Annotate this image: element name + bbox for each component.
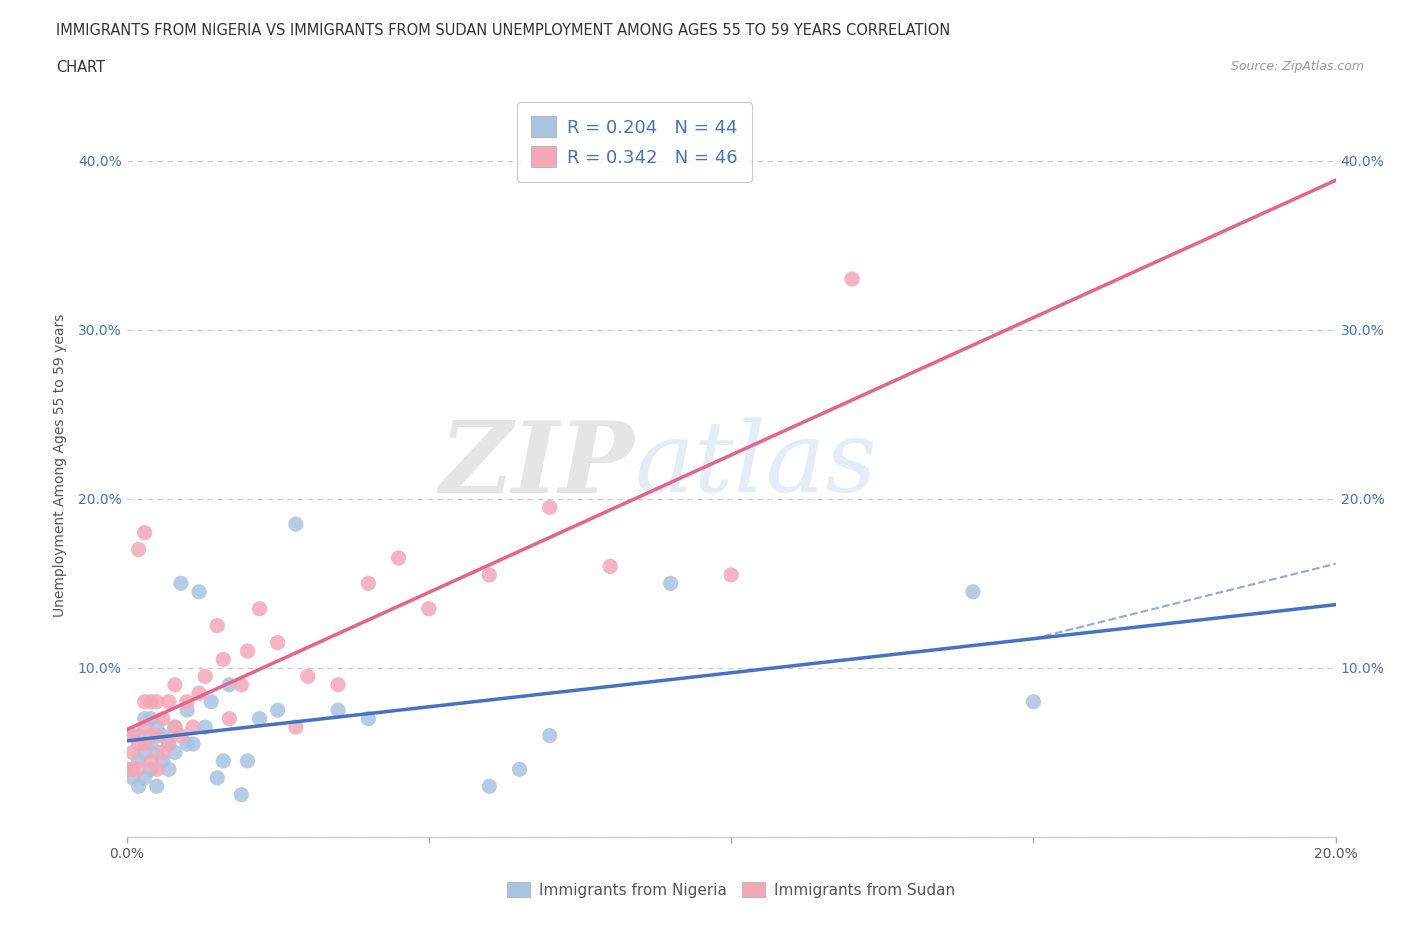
Legend: Immigrants from Nigeria, Immigrants from Sudan: Immigrants from Nigeria, Immigrants from… <box>501 875 962 904</box>
Point <box>134 745 156 760</box>
Point <box>163 720 186 735</box>
Point <box>478 567 501 582</box>
Point <box>134 525 156 540</box>
Point <box>128 762 150 777</box>
Y-axis label: Unemployment Among Ages 55 to 59 years: Unemployment Among Ages 55 to 59 years <box>52 313 66 617</box>
Point <box>267 703 290 718</box>
Point <box>194 720 217 735</box>
Point <box>249 602 271 617</box>
Point <box>205 618 228 633</box>
Point <box>205 770 228 785</box>
Point <box>134 711 156 726</box>
Point <box>128 728 150 743</box>
Point <box>170 576 193 591</box>
Point <box>267 635 290 650</box>
Text: IMMIGRANTS FROM NIGERIA VS IMMIGRANTS FROM SUDAN UNEMPLOYMENT AMONG AGES 55 TO 5: IMMIGRANTS FROM NIGERIA VS IMMIGRANTS FR… <box>56 23 950 38</box>
Point <box>157 737 180 751</box>
Point <box>538 499 561 514</box>
Point <box>962 584 984 599</box>
Point <box>188 685 211 700</box>
Point <box>128 753 150 768</box>
Point <box>128 737 150 751</box>
Point <box>284 720 307 735</box>
Point <box>146 745 169 760</box>
Point <box>231 677 253 692</box>
Point <box>121 728 143 743</box>
Point <box>599 559 621 574</box>
Point <box>236 753 259 768</box>
Point <box>163 745 186 760</box>
Point <box>157 695 180 710</box>
Point <box>170 728 193 743</box>
Point <box>157 762 180 777</box>
Point <box>326 677 350 692</box>
Point <box>212 652 235 667</box>
Point <box>231 788 253 803</box>
Point <box>284 517 307 532</box>
Point <box>146 720 169 735</box>
Point <box>121 745 143 760</box>
Point <box>139 737 162 751</box>
Point <box>121 762 143 777</box>
Point <box>357 711 380 726</box>
Point <box>163 720 186 735</box>
Point <box>128 778 150 793</box>
Point <box>538 728 561 743</box>
Point <box>1022 695 1045 710</box>
Point <box>121 728 143 743</box>
Point <box>115 762 138 777</box>
Text: Source: ZipAtlas.com: Source: ZipAtlas.com <box>1230 60 1364 73</box>
Point <box>152 753 174 768</box>
Point <box>139 762 162 777</box>
Text: atlas: atlas <box>634 418 877 512</box>
Point <box>720 567 742 582</box>
Point <box>509 762 531 777</box>
Point <box>218 677 240 692</box>
Point <box>659 576 682 591</box>
Point <box>218 711 240 726</box>
Point <box>357 576 380 591</box>
Point <box>200 695 222 710</box>
Point <box>212 753 235 768</box>
Point <box>163 677 186 692</box>
Point <box>176 737 198 751</box>
Point <box>121 770 143 785</box>
Point <box>134 695 156 710</box>
Text: CHART: CHART <box>56 60 105 75</box>
Point <box>128 542 150 557</box>
Text: ZIP: ZIP <box>440 417 634 513</box>
Point <box>176 695 198 710</box>
Point <box>139 711 162 726</box>
Point <box>146 695 169 710</box>
Point <box>249 711 271 726</box>
Point <box>152 745 174 760</box>
Point <box>152 711 174 726</box>
Point <box>181 720 204 735</box>
Point <box>841 272 863 286</box>
Point <box>115 762 138 777</box>
Point <box>188 584 211 599</box>
Point <box>139 728 162 743</box>
Point <box>134 770 156 785</box>
Point <box>176 703 198 718</box>
Point <box>139 753 162 768</box>
Point <box>297 669 319 684</box>
Point <box>152 728 174 743</box>
Point <box>134 720 156 735</box>
Point <box>388 551 411 565</box>
Point <box>418 602 440 617</box>
Point <box>146 728 169 743</box>
Point <box>181 737 204 751</box>
Point <box>146 778 169 793</box>
Point <box>236 644 259 658</box>
Point <box>478 778 501 793</box>
Point <box>326 703 350 718</box>
Point <box>157 737 180 751</box>
Point <box>134 737 156 751</box>
Point <box>194 669 217 684</box>
Point <box>146 762 169 777</box>
Point <box>139 695 162 710</box>
